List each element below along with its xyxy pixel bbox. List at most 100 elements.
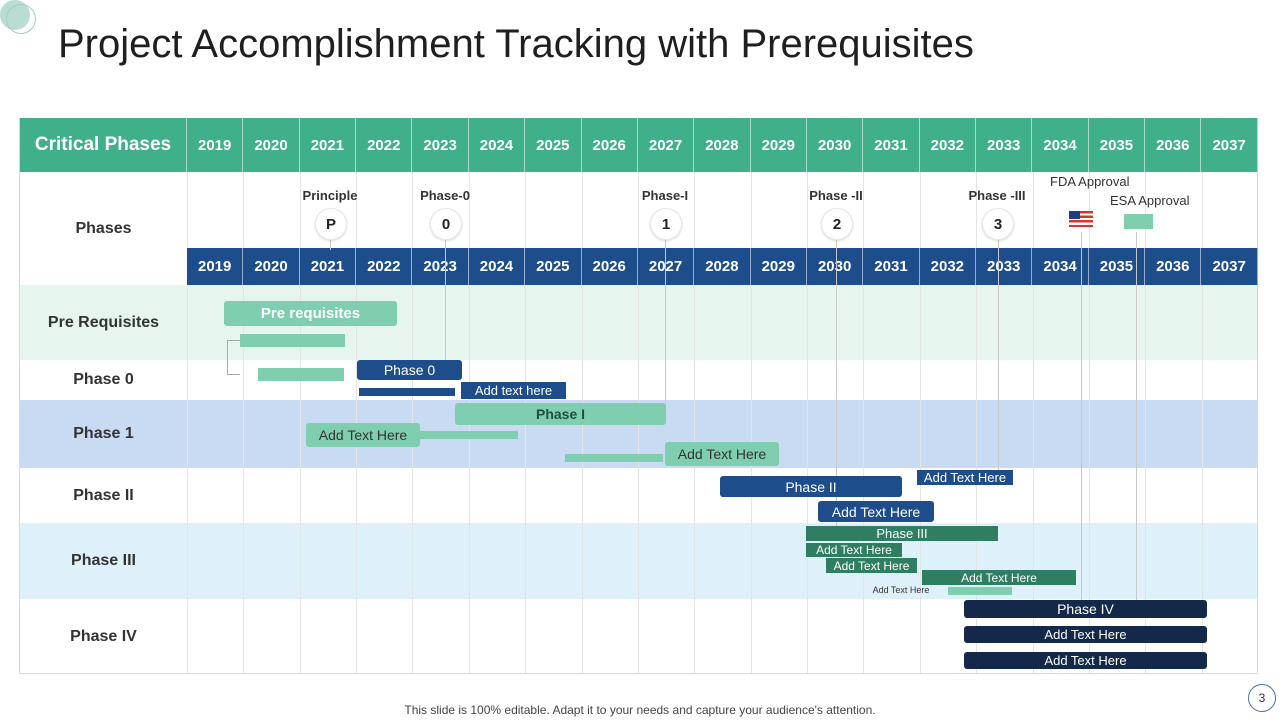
phase3-row-band: [20, 523, 1258, 599]
year-subheader-cell: 2026: [582, 248, 638, 285]
year-header-cell: 2028: [694, 118, 751, 172]
phase1-text-bar: Add Text Here: [665, 442, 779, 466]
prereq-bar: Pre requisites: [224, 301, 397, 326]
phase2-bar: Phase II: [720, 476, 902, 497]
phase3-text-bar: Add Text Here: [826, 558, 917, 573]
milestone-label-phase-2: Phase -II: [809, 188, 863, 203]
esa-flag-icon: [1124, 214, 1153, 229]
year-subheader-cell: 2027: [638, 248, 695, 285]
milestone-circle-phase-3: 3: [982, 208, 1014, 240]
year-header-cell: 2026: [582, 118, 638, 172]
phase0-subbar: [359, 388, 455, 396]
footer-note: This slide is 100% editable. Adapt it to…: [404, 703, 876, 717]
label-column-divider: [187, 172, 188, 674]
milestone-connector: [998, 238, 999, 470]
phase0-text-bar: Add text here: [461, 382, 566, 399]
year-grid-line: [694, 172, 696, 674]
year-subheader-cell: 2033: [976, 248, 1033, 285]
year-subheader-cell: 2021: [300, 248, 357, 285]
year-grid-line: [863, 172, 865, 674]
year-header-cell: 2037: [1201, 118, 1258, 172]
year-header-cell: 2029: [751, 118, 807, 172]
year-subheader-cell: 2023: [412, 248, 469, 285]
year-header-cell: 2021: [300, 118, 357, 172]
year-subheader-cell: 2019: [187, 248, 244, 285]
milestone-label-phase-1: Phase-I: [641, 188, 689, 203]
milestone-connector: [836, 238, 837, 526]
milestone-connector: [330, 238, 331, 250]
year-header-cell: 2022: [356, 118, 413, 172]
milestone-circle-principle: P: [315, 208, 347, 240]
row-label-prereq: Pre Requisites: [47, 313, 160, 331]
fda-approval-label: FDA Approval: [1050, 174, 1130, 189]
year-header-cell: 2024: [469, 118, 526, 172]
phase3-subbar: [948, 587, 1012, 595]
year-header-cell: 2032: [920, 118, 977, 172]
year-header-cell: 2023: [412, 118, 469, 172]
year-grid-line: [807, 172, 809, 674]
year-grid-line: [919, 172, 921, 674]
row-label-phase4: Phase IV: [70, 627, 137, 645]
page-title: Project Accomplishment Tracking with Pre…: [58, 22, 974, 66]
phase1-subbar: [418, 431, 518, 439]
page-number: 3: [1248, 684, 1276, 712]
year-header-top: 2019 2020 2021 2022 2023 2024 2025 2026 2027 2028…: [187, 118, 1258, 172]
decorative-ring: [6, 4, 36, 34]
approval-connector: [1081, 232, 1082, 602]
phase4-bar: Phase IV: [964, 600, 1207, 618]
row-label-phase0: Phase 0: [73, 371, 134, 388]
year-grid-line: [1201, 172, 1203, 674]
year-grid-line: [1088, 172, 1090, 674]
phase3-text-bar: Add Text Here: [806, 543, 902, 557]
year-subheader-cell: 2029: [751, 248, 807, 285]
phase1-subbar: [565, 454, 663, 462]
phase4-text-bar: Add Text Here: [964, 626, 1207, 643]
phase3-text-bar: Add Text Here: [922, 570, 1076, 585]
prereq-subbar: [258, 368, 344, 381]
row-label-phase1: Phase 1: [73, 425, 134, 442]
year-grid-line: [243, 172, 245, 674]
year-grid-line: [299, 172, 301, 674]
year-subheader-cell: 2032: [920, 248, 977, 285]
row-label-phase2: Phase II: [73, 486, 134, 504]
esa-approval-label: ESA Approval: [1110, 193, 1190, 208]
year-header-cell: 2019: [187, 118, 244, 172]
critical-phases-header: Critical Phases: [20, 118, 187, 172]
prereq-connector: [227, 340, 240, 375]
milestone-connector: [665, 238, 666, 402]
year-grid-line: [750, 172, 752, 674]
phase2-text-bar: Add Text Here: [917, 470, 1013, 485]
year-subheader-cell: 2034: [1032, 248, 1089, 285]
year-subheader-cell: 2028: [694, 248, 751, 285]
approval-connector: [1136, 232, 1137, 602]
year-header-cell: 2027: [638, 118, 695, 172]
milestone-connector: [445, 238, 446, 360]
phase0-bar: Phase 0: [357, 360, 462, 380]
year-subheader-cell: 2037: [1201, 248, 1258, 285]
us-flag-icon: [1069, 211, 1093, 227]
year-subheader-cell: 2031: [863, 248, 920, 285]
year-subheader-cell: 2030: [807, 248, 864, 285]
year-header-cell: 2031: [863, 118, 920, 172]
year-header-cell: 2035: [1089, 118, 1146, 172]
phase1-bar: Phase I: [455, 403, 666, 425]
year-subheader-cell: 2035: [1089, 248, 1146, 285]
year-subheader-cell: 2025: [525, 248, 582, 285]
year-subheader-cell: 2036: [1145, 248, 1202, 285]
year-grid-line: [976, 172, 978, 674]
milestone-circle-phase-0: 0: [430, 208, 462, 240]
year-subheader-cell: 2020: [243, 248, 300, 285]
milestone-circle-phase-1: 1: [650, 208, 682, 240]
year-header-cell: 2030: [807, 118, 864, 172]
milestone-label-phase-3: Phase -III: [968, 188, 1026, 203]
year-header-cell: 2025: [525, 118, 582, 172]
milestone-label-principle: Principle: [302, 188, 358, 203]
phase3-bar: Phase III: [806, 526, 998, 541]
row-label-phase3: Phase III: [71, 552, 136, 569]
year-header-bottom: 2019202020212022202320242025202620272028…: [187, 248, 1258, 285]
phase3-small-label: Add Text Here: [872, 585, 930, 595]
year-header-cell: 2020: [243, 118, 300, 172]
year-grid-line: [1145, 172, 1147, 674]
year-subheader-cell: 2022: [356, 248, 413, 285]
row-label-phases: Phases: [75, 219, 132, 237]
